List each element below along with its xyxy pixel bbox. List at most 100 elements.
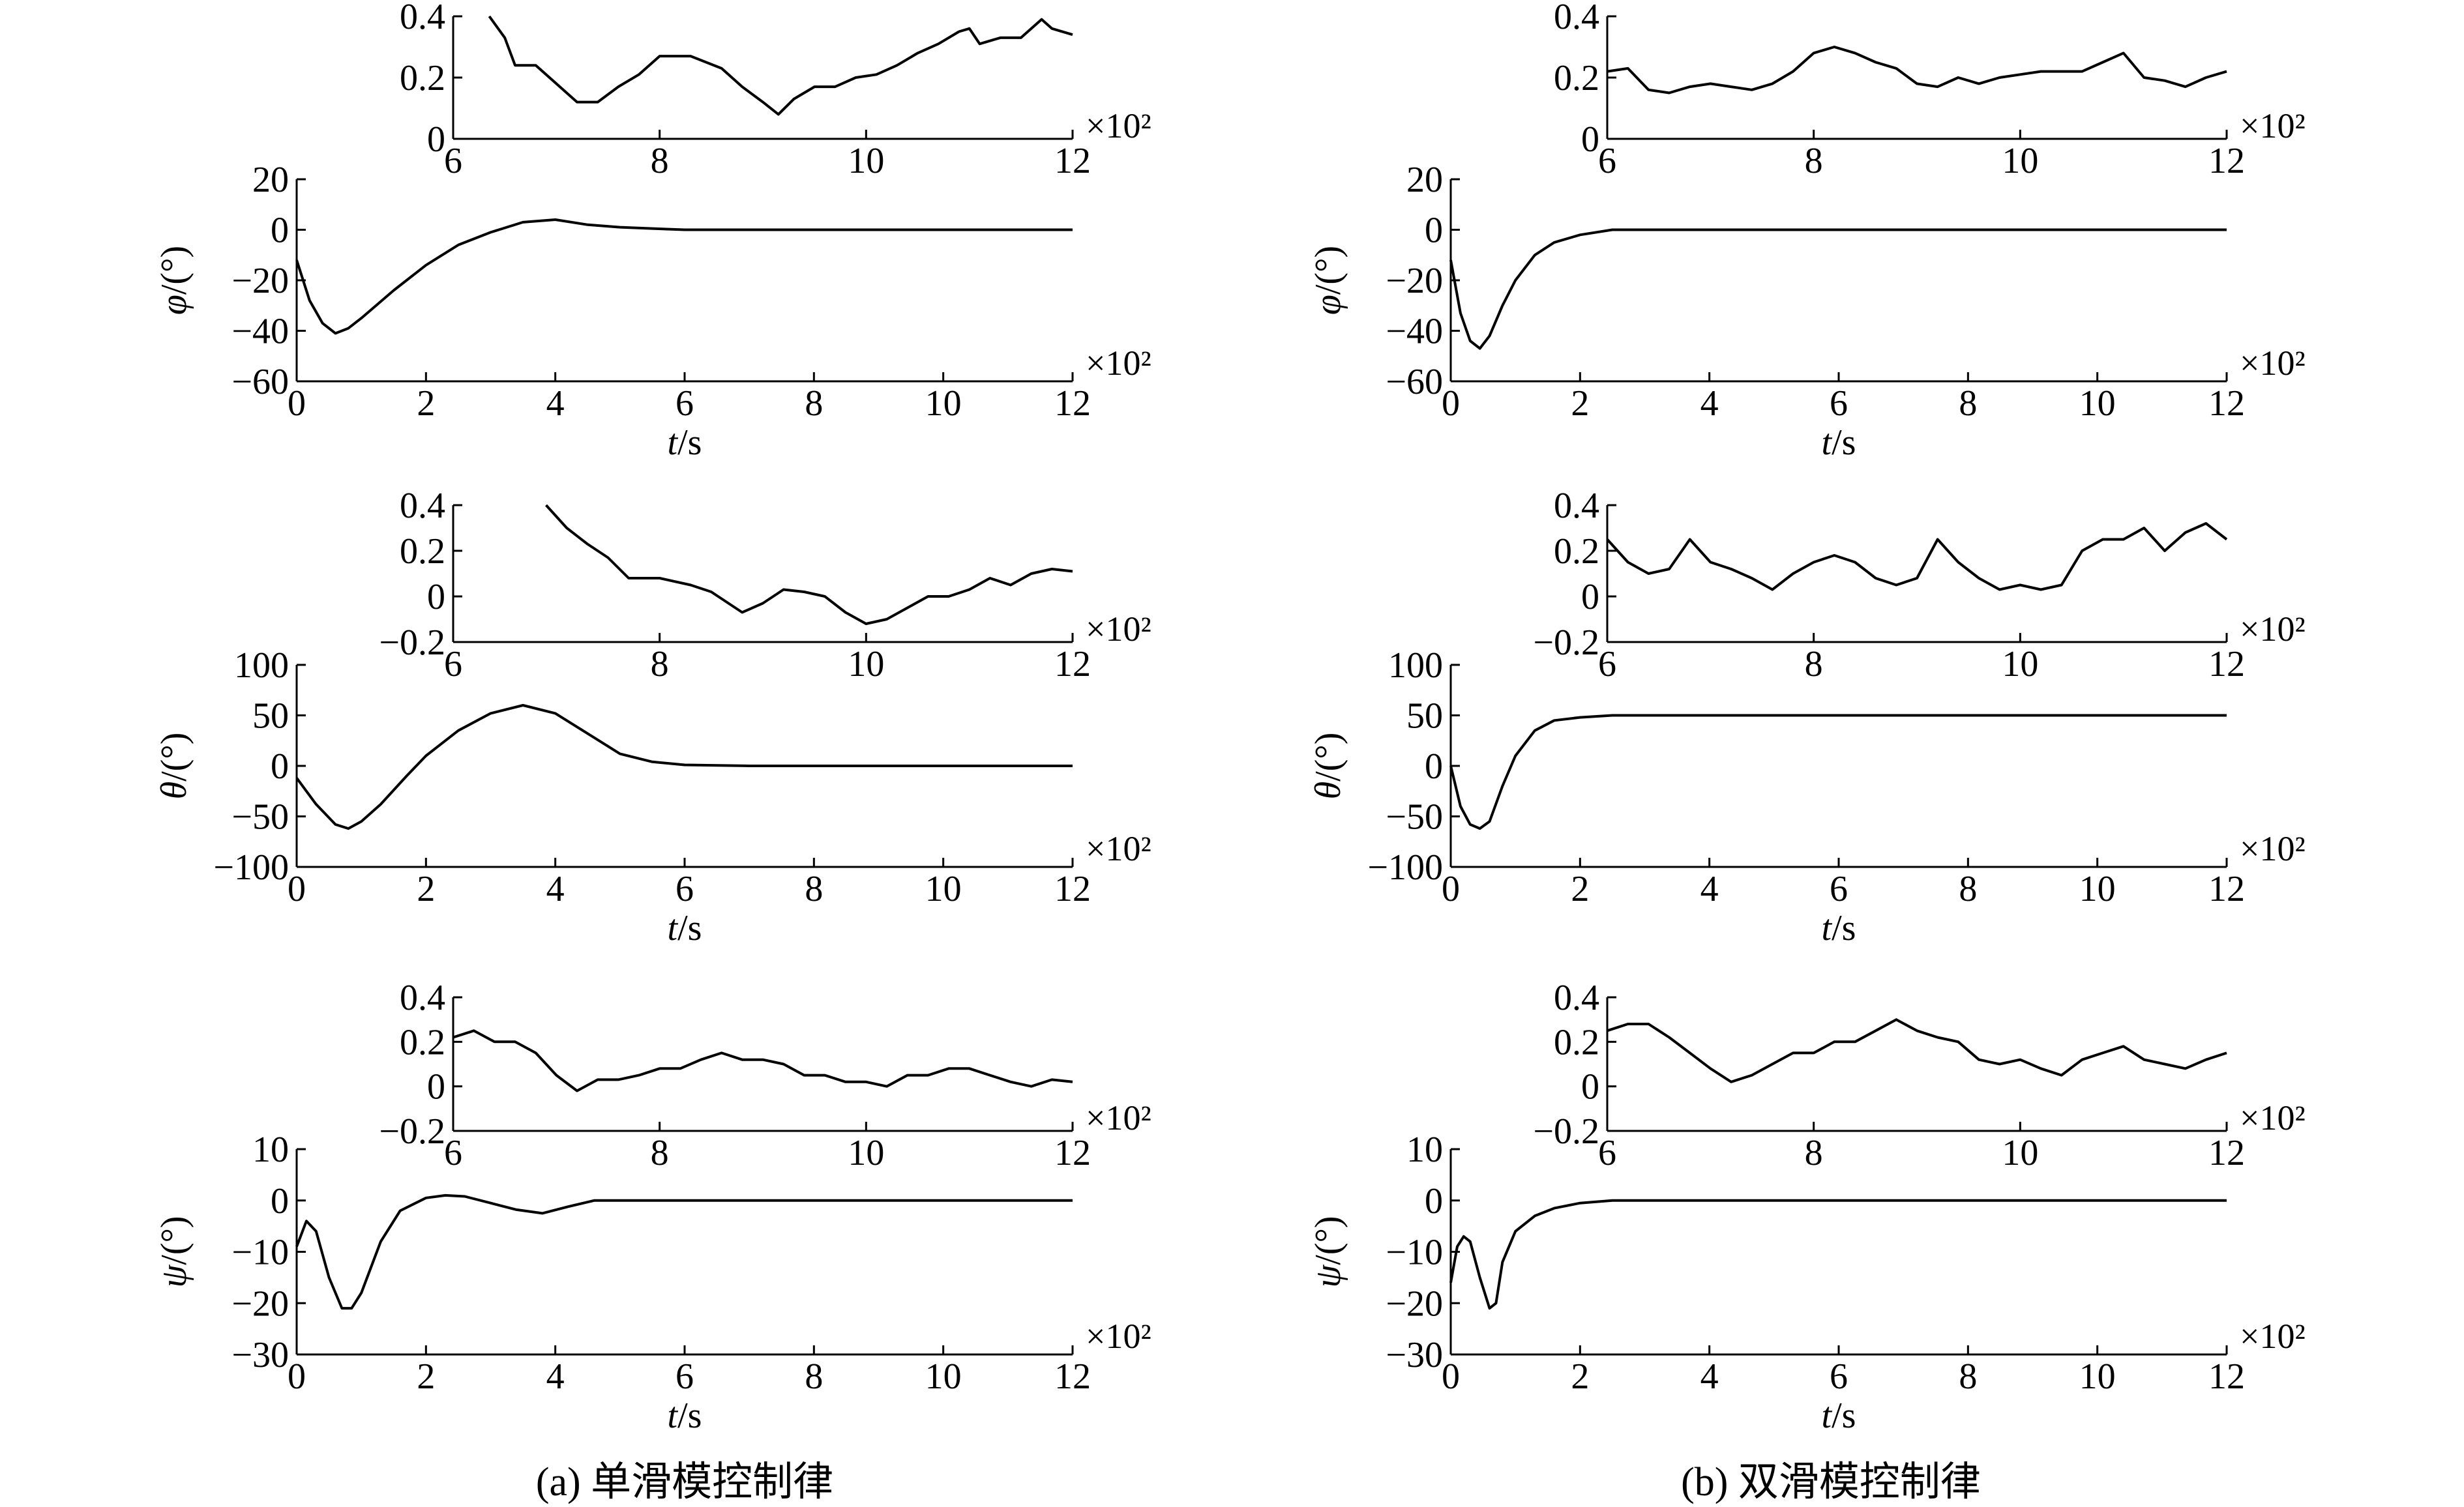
x-axis-label: t/s	[668, 422, 702, 463]
x-tick-label: 8	[805, 869, 823, 909]
x-tick-label: 12	[2208, 644, 2245, 684]
x-tick-label: 0	[288, 869, 306, 909]
y-tick-label: −40	[231, 312, 289, 352]
x-axis-label: t/s	[668, 1396, 702, 1436]
y-tick-label: 10	[1406, 1130, 1443, 1170]
x-tick-label: 4	[546, 1356, 565, 1397]
y-tick-label: 100	[234, 645, 289, 686]
y-tick-label: 0	[271, 746, 289, 787]
y-tick-label: −100	[213, 847, 289, 888]
x-scale-label: ×10²	[1086, 1098, 1151, 1137]
series-line-b-psi-inset	[1607, 1018, 2227, 1083]
x-tick-label: 2	[1571, 383, 1589, 424]
x-tick-label: 12	[1054, 644, 1091, 684]
x-tick-label: 4	[546, 383, 565, 424]
series-line-a-phi-inset	[488, 15, 1073, 116]
x-tick-label: 10	[2002, 644, 2038, 684]
y-axis-label: ψ/(°)	[154, 1216, 194, 1287]
series-line-b-phi-inset	[1607, 46, 2227, 95]
x-tick-label: 8	[1805, 1133, 1823, 1173]
y-tick-label: 0	[1581, 1067, 1599, 1107]
x-tick-label: 8	[1959, 869, 1977, 909]
x-tick-label: 10	[2002, 141, 2038, 181]
y-axis-label: φ/(°)	[1308, 246, 1348, 315]
x-tick-label: 6	[444, 1133, 462, 1173]
x-tick-label: 10	[848, 141, 884, 181]
x-tick-label: 2	[417, 383, 435, 424]
y-tick-label: 50	[252, 696, 289, 737]
y-tick-label: −10	[231, 1233, 289, 1273]
x-tick-label: 10	[2002, 1133, 2038, 1173]
y-tick-label: 0	[427, 1067, 445, 1107]
series-line-b-psi	[1449, 1199, 2227, 1310]
y-axis-label: θ/(°)	[154, 733, 194, 800]
x-scale-label: ×10²	[1086, 106, 1151, 145]
y-tick-label: −50	[1386, 797, 1443, 838]
x-tick-label: 12	[1054, 1356, 1091, 1397]
series-line-b-phi	[1449, 228, 2227, 350]
plot-a-theta: 0 2 4 6 8 10 12 −100 −50 0 50 100 ×10² t/s θ/(°)	[154, 645, 1151, 948]
x-scale-label: ×10²	[1086, 1317, 1151, 1356]
y-tick-label: −20	[1386, 1283, 1443, 1324]
x-scale-label: ×10²	[1086, 829, 1151, 868]
y-tick-label: 50	[1406, 696, 1443, 737]
x-tick-label: 8	[1959, 1356, 1977, 1397]
y-tick-label: 0.2	[1554, 531, 1599, 572]
y-tick-label: −0.2	[379, 622, 445, 663]
x-tick-label: 8	[1959, 383, 1977, 424]
plot-b-psi-inset: 6 8 10 12 −0.20 0.20.4 ×10²	[1533, 978, 2305, 1173]
plot-a-phi-inset: 6 8 10 12 0 0.2 0.4 ×10²	[400, 0, 1151, 181]
x-tick-label: 8	[651, 141, 669, 181]
x-tick-label: 10	[925, 869, 962, 909]
x-tick-label: 12	[2208, 869, 2245, 909]
y-tick-label: 0	[271, 211, 289, 251]
y-tick-label: 0.2	[400, 58, 445, 98]
x-tick-label: 2	[417, 869, 435, 909]
y-tick-label: −50	[231, 797, 289, 838]
x-tick-label: 6	[675, 869, 694, 909]
x-scale-label: ×10²	[1086, 344, 1151, 383]
x-tick-label: 4	[1700, 1356, 1719, 1397]
x-axis-label: t/s	[668, 908, 702, 948]
x-scale-label: ×10²	[2240, 344, 2306, 383]
plot-b-phi: 0 2 4 6 8 10 12 −60 −40 −20 0 20 ×10² t/s φ/(°)	[1308, 160, 2306, 463]
y-tick-label: 0	[427, 577, 445, 617]
x-tick-label: 12	[1054, 1133, 1091, 1173]
y-tick-label: −0.2	[379, 1111, 445, 1152]
y-tick-label: 0.4	[1554, 486, 1599, 526]
x-tick-label: 6	[675, 383, 694, 424]
x-tick-label: 10	[2079, 383, 2116, 424]
x-scale-label: ×10²	[2240, 106, 2306, 145]
series-line-a-psi-inset	[453, 1029, 1073, 1092]
x-axis-label: t/s	[1822, 1396, 1856, 1436]
x-tick-label: 4	[1700, 383, 1719, 424]
x-tick-label: 6	[444, 644, 462, 684]
x-tick-label: 8	[805, 1356, 823, 1397]
x-tick-label: 12	[1054, 141, 1091, 181]
x-tick-label: 2	[417, 1356, 435, 1397]
x-tick-label: 8	[1805, 644, 1823, 684]
y-tick-label: −20	[1386, 261, 1443, 301]
x-tick-label: 6	[1830, 383, 1848, 424]
y-tick-label: 0.2	[400, 531, 445, 572]
y-tick-label: 20	[252, 160, 289, 200]
x-scale-label: ×10²	[2240, 1317, 2306, 1356]
x-tick-label: 10	[2079, 1356, 2116, 1397]
y-tick-label: −0.2	[1533, 622, 1599, 663]
x-tick-label: 6	[1830, 1356, 1848, 1397]
plot-b-phi-inset: 6 8 10 12 0 0.2 0.4 ×10²	[1554, 0, 2306, 181]
x-axis-label: t/s	[1822, 422, 1856, 463]
x-tick-label: 10	[848, 1133, 884, 1173]
x-tick-label: 10	[925, 1356, 962, 1397]
y-tick-label: −40	[1386, 312, 1443, 352]
plot-b-theta-inset: 6 8 10 12 −0.2 0 0.2 0.4 ×10²	[1533, 486, 2305, 684]
series-line-b-theta	[1449, 714, 2227, 830]
series-line-a-theta	[295, 704, 1073, 830]
x-tick-label: 12	[2208, 141, 2245, 181]
y-tick-label: −30	[231, 1335, 289, 1375]
y-tick-label: 0	[1425, 746, 1443, 787]
plot-b-theta: 0 2 4 6 8 10 12 −100 −50 0 50 100 ×10² t/s θ/(°)	[1308, 645, 2306, 948]
y-tick-label: 0.4	[1554, 978, 1599, 1018]
x-tick-label: 0	[1442, 869, 1460, 909]
y-tick-label: −60	[231, 362, 289, 402]
